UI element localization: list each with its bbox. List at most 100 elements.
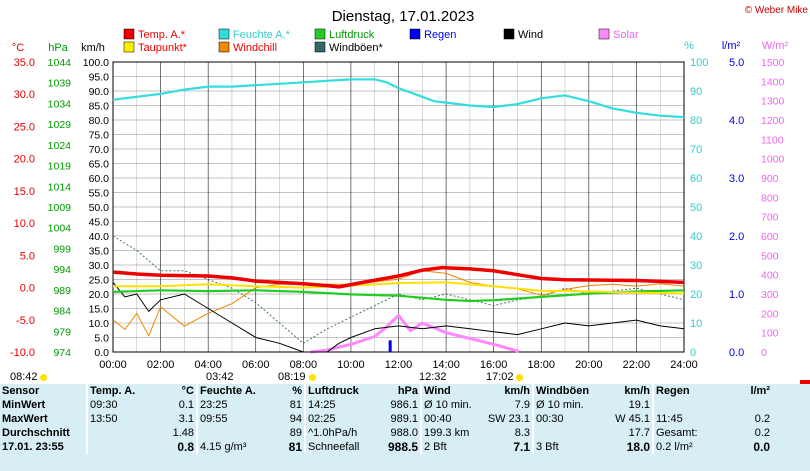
col-sensor: Sensor (2, 385, 40, 397)
tick-label-wind: 95.0 (89, 72, 110, 84)
rain-total: 0.2 l/m² (652, 440, 718, 454)
humidity-time: 23:25 (196, 398, 272, 412)
tick-label-humidity: 90 (690, 86, 702, 98)
tick-label-wind: 25.0 (89, 275, 110, 287)
temp-value: 1.48 (172, 427, 194, 439)
tick-label-wind: 30.0 (89, 260, 110, 272)
tick-label-pressure: 984 (53, 306, 71, 318)
col-humidity-unit: % (292, 385, 302, 397)
tick-label-humidity: 80 (690, 115, 702, 127)
legend-label: Temp. A.* (138, 29, 186, 41)
tick-label-rain: 3.0 (729, 173, 744, 185)
legend-swatch (314, 41, 326, 53)
chart-title: Dienstag, 17.01.2023 (332, 8, 475, 25)
series-temperature (112, 265, 685, 289)
gust-beaufort: 3 Bft (532, 440, 598, 454)
col-temp: Temp. A. (86, 384, 152, 398)
legend-label: Wind (518, 29, 543, 41)
rain-value: 0.2 (754, 413, 770, 425)
tick-label-humidity: 0 (690, 347, 696, 359)
col-humidity: Feuchte A. (196, 384, 272, 398)
tick-label-wind: 35.0 (89, 246, 110, 258)
tick-label-solar: 500 (761, 250, 779, 262)
temp-time (86, 440, 152, 454)
stats-row-min: MinWert 09:30 0.1 23:25 81 14:25 986.1 Ø… (0, 398, 772, 412)
tick-label-x: 14:00 (432, 359, 460, 371)
tick-label-solar: 400 (761, 270, 779, 282)
row-label: 17.01. 23:55 (2, 441, 64, 453)
tick-label-temp: 10.0 (14, 218, 35, 230)
series-wind (112, 282, 685, 353)
gust-current: 18.0 (626, 440, 650, 454)
tick-label-solar: 1400 (761, 76, 785, 88)
rain-label (652, 398, 718, 412)
legend-label: Windböen* (329, 42, 384, 54)
rain-axis-unit: l/m² (722, 40, 741, 52)
axis-ticks: 35.0 30.0 25.0 20.0 15.0 10.0 5.0 0.0 -5.0 -10.0 1… (10, 57, 785, 371)
gust-value: 19.1 (628, 399, 650, 411)
row-label: MinWert (2, 399, 46, 411)
stats-row-avg: Durchschnitt 1.48 89 ^1.0hPa/h 988.0 199… (0, 426, 772, 440)
tick-label-wind: 65.0 (89, 159, 110, 171)
tick-label-rain: 2.0 (729, 231, 744, 243)
series-dewpoint (113, 281, 685, 295)
tick-label-pressure: 1004 (48, 223, 72, 235)
tick-label-wind: 40.0 (89, 231, 110, 243)
tick-label-x: 16:00 (480, 359, 508, 371)
tick-label-x: 00:00 (99, 359, 127, 371)
pressure-value: 988.0 (390, 427, 418, 439)
pressure-time: 14:25 (304, 398, 376, 412)
legend-label: Solar (613, 29, 639, 41)
statistics-table: Sensor Temp. A. °C Feuchte A. % Luftdruc… (0, 384, 772, 454)
rise-marker-time: 08:19 (278, 371, 306, 383)
pressure-time: 02:25 (304, 412, 376, 426)
tick-label-solar: 1100 (761, 134, 784, 146)
legend-label: Luftdruck (329, 29, 375, 41)
weather-note: Schneefall (304, 440, 376, 454)
tick-label-wind: 15.0 (89, 304, 110, 316)
wind-label: Ø 10 min. (420, 398, 476, 412)
tick-label-pressure: 1039 (48, 78, 72, 90)
tick-label-solar: 1500 (761, 57, 785, 69)
tick-label-wind: 100.0 (83, 57, 109, 69)
wind-value: 7.9 (514, 399, 530, 411)
tick-label-rain: 5.0 (729, 57, 744, 69)
tick-label-humidity: 70 (690, 144, 702, 156)
row-label: Durchschnitt (2, 427, 70, 439)
tick-label-rain: 4.0 (729, 115, 744, 127)
rain-current: 0.0 (753, 440, 770, 454)
tick-label-humidity: 20 (690, 289, 702, 301)
tick-label-pressure: 974 (53, 347, 71, 359)
gust-time: 00:30 (532, 412, 598, 426)
wind-current: 7.1 (513, 440, 530, 454)
tick-label-wind: 0.0 (94, 347, 109, 359)
humidity-value: 89 (289, 427, 302, 439)
tick-label-wind: 70.0 (89, 144, 110, 156)
legend-label: Taupunkt* (138, 42, 188, 54)
tick-label-pressure: 1034 (48, 98, 72, 110)
series-windchill (112, 270, 685, 337)
legend-swatch (218, 41, 230, 53)
tick-label-wind: 50.0 (89, 202, 110, 214)
wind-value: 8.3 (514, 427, 530, 439)
temp-time: 13:50 (86, 412, 152, 426)
tick-label-solar: 1200 (761, 115, 785, 127)
tick-label-pressure: 1009 (48, 202, 72, 214)
col-gust-unit: km/h (624, 385, 650, 397)
tick-label-x: 04:00 (194, 359, 222, 371)
tick-label-wind: 85.0 (89, 101, 110, 113)
row-label: MaxWert (2, 413, 48, 425)
sunrise-time: 08:42 (10, 371, 38, 383)
tick-label-x: 02:00 (147, 359, 175, 371)
tick-label-solar: 600 (761, 231, 779, 243)
tick-label-x: 06:00 (242, 359, 270, 371)
col-temp-unit: °C (181, 385, 194, 397)
tick-label-pressure: 994 (53, 264, 71, 276)
solar-axis-unit: W/m² (762, 40, 789, 52)
tick-label-pressure: 1044 (48, 57, 72, 69)
tick-label-x: 08:00 (290, 359, 318, 371)
rain-bar (388, 340, 392, 352)
tick-label-wind: 90.0 (89, 86, 110, 98)
gust-value: 17.7 (628, 427, 650, 439)
humidity-current: 81 (288, 440, 302, 454)
